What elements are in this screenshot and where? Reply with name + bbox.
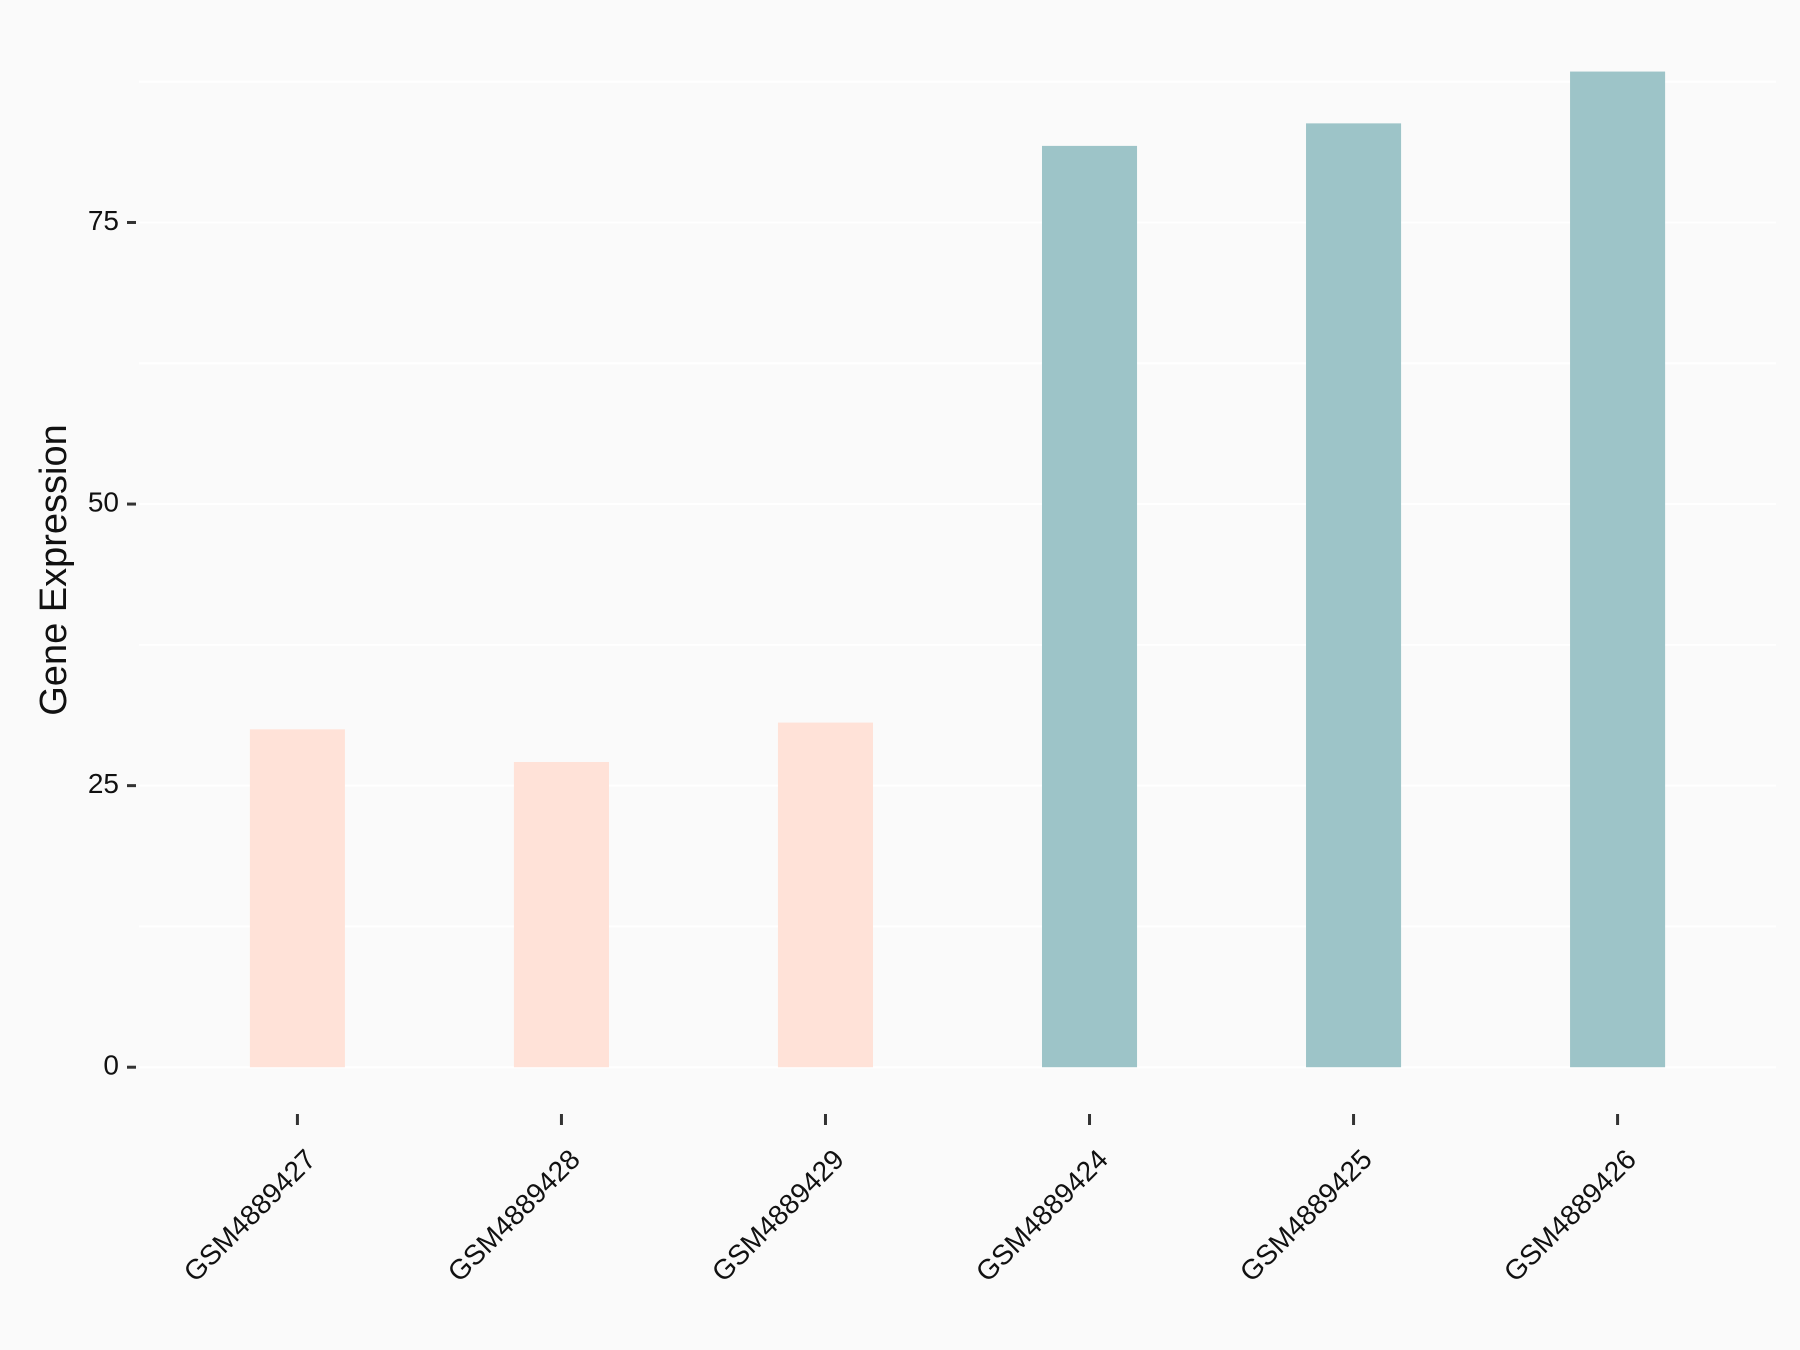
bar	[1041, 145, 1138, 1068]
y-axis-title: Gene Expression	[33, 424, 75, 716]
bar	[777, 722, 874, 1068]
y-tick-label: 50	[88, 486, 119, 517]
y-tick-label: 0	[103, 1050, 119, 1081]
bar	[1306, 123, 1402, 1068]
y-tick-label: 75	[88, 205, 119, 236]
y-tick-label: 25	[88, 768, 119, 799]
bar	[1570, 71, 1666, 1068]
bar	[513, 761, 609, 1068]
bar	[249, 729, 345, 1068]
